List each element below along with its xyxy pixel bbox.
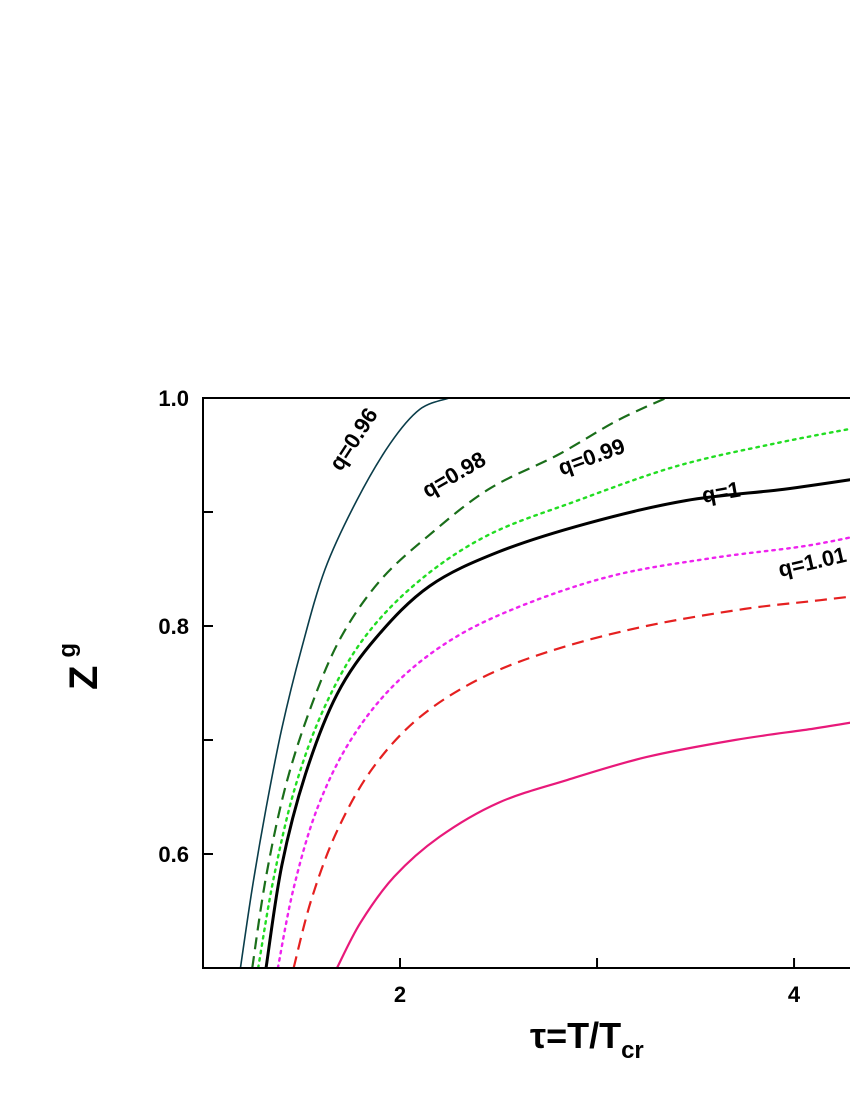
- series-line-2: [251, 398, 667, 968]
- series-line-4: [264, 478, 850, 968]
- series-line-6: [292, 595, 850, 968]
- x-axis-title-main: τ=T/T: [530, 1015, 621, 1056]
- axis-ticks: 2 4 0.6 0.8 1.0: [158, 386, 801, 1007]
- curve-label: q=0.98: [418, 446, 490, 502]
- y-axis-title-main: Z: [62, 666, 106, 690]
- x-tick-label: 4: [788, 982, 801, 1007]
- y-tick-label: 0.8: [158, 614, 189, 639]
- y-tick-label: 1.0: [158, 386, 189, 411]
- series-line-3: [256, 427, 850, 968]
- series-line-7: [335, 721, 850, 968]
- series-line-1: [239, 398, 450, 968]
- y-axis-title: Zg: [54, 643, 106, 690]
- x-tick-label: 2: [394, 982, 406, 1007]
- y-tick-label: 0.6: [158, 842, 189, 867]
- series-curves: [239, 398, 850, 968]
- svg-text:Zg: Zg: [54, 643, 106, 690]
- plot-frame: [202, 397, 850, 969]
- curve-label: q=1: [700, 476, 742, 507]
- y-axis-title-sub: g: [54, 643, 81, 658]
- x-axis-title-sub: cr: [621, 1037, 644, 1064]
- x-axis-title: τ=T/Tcr: [530, 1015, 644, 1064]
- curve-label: q=0.99: [555, 433, 628, 480]
- curve-label: q=0.96: [324, 403, 383, 475]
